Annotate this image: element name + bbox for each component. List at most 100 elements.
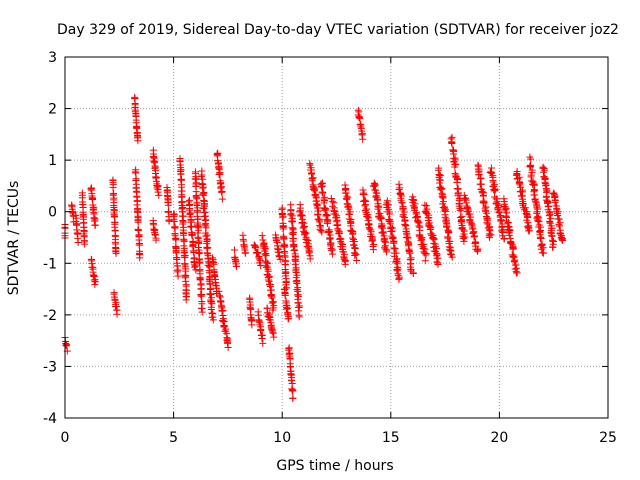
data-point — [469, 229, 477, 237]
data-point — [442, 217, 450, 225]
data-point — [394, 271, 402, 279]
data-point — [374, 202, 382, 210]
data-point — [546, 209, 554, 217]
data-point — [208, 300, 216, 308]
data-point — [270, 333, 278, 341]
data-point — [377, 213, 385, 221]
data-point — [201, 221, 209, 229]
data-point — [393, 266, 401, 274]
data-point — [173, 268, 181, 276]
data-point — [90, 277, 98, 285]
data-point — [439, 193, 447, 201]
data-point — [322, 212, 330, 220]
y-tick-label: 3 — [48, 50, 57, 66]
data-point — [347, 219, 355, 227]
data-point — [112, 249, 120, 257]
data-point — [556, 219, 564, 227]
data-point — [219, 316, 227, 324]
data-point — [285, 315, 293, 323]
data-point — [322, 205, 330, 213]
data-point — [299, 224, 307, 232]
data-point — [276, 255, 284, 263]
data-point — [512, 261, 520, 269]
data-point — [89, 265, 97, 273]
data-point — [196, 258, 204, 266]
data-point — [335, 229, 343, 237]
data-point — [81, 240, 89, 248]
data-point — [291, 260, 299, 268]
data-point — [261, 251, 269, 259]
data-point — [233, 262, 241, 270]
data-point — [359, 191, 367, 199]
data-point — [546, 211, 554, 219]
data-point — [540, 166, 548, 174]
data-point — [351, 249, 359, 257]
data-point — [334, 225, 342, 233]
data-point — [323, 219, 331, 227]
grid — [65, 57, 608, 418]
data-point — [451, 163, 459, 171]
data-point — [304, 237, 312, 245]
data-point — [380, 235, 388, 243]
data-points — [61, 93, 567, 402]
data-point — [315, 207, 323, 215]
data-point — [460, 237, 468, 245]
data-point — [341, 260, 349, 268]
data-point — [174, 272, 182, 280]
data-point — [395, 275, 403, 283]
data-point — [395, 186, 403, 194]
data-point — [289, 394, 297, 402]
data-point — [289, 387, 297, 395]
data-point — [254, 249, 262, 257]
data-point — [281, 291, 289, 299]
data-point — [74, 238, 82, 246]
data-point — [174, 266, 182, 274]
data-point — [202, 232, 210, 240]
data-point — [480, 198, 488, 206]
data-point — [471, 240, 479, 248]
data-point — [170, 217, 178, 225]
data-point — [537, 233, 545, 241]
data-point — [352, 251, 360, 259]
data-point — [451, 169, 459, 177]
data-point — [292, 267, 300, 275]
data-point — [538, 241, 546, 249]
data-point — [383, 197, 391, 205]
data-point — [318, 228, 326, 236]
data-point — [92, 278, 100, 286]
data-point — [197, 292, 205, 300]
data-point — [318, 182, 326, 190]
data-point — [448, 253, 456, 261]
data-point — [220, 322, 228, 330]
data-point — [154, 188, 162, 196]
data-point — [368, 236, 376, 244]
data-point — [312, 200, 320, 208]
data-point — [337, 239, 345, 247]
data-point — [378, 229, 386, 237]
data-point — [403, 231, 411, 239]
data-point — [366, 225, 374, 233]
data-point — [443, 222, 451, 230]
data-point — [404, 242, 412, 250]
data-point — [72, 214, 80, 222]
data-point — [200, 201, 208, 209]
data-point — [383, 248, 391, 256]
data-point — [215, 287, 223, 295]
data-point — [287, 376, 295, 384]
data-point — [362, 198, 370, 206]
data-point — [183, 292, 191, 300]
data-point — [131, 93, 139, 101]
data-point — [196, 249, 204, 257]
data-point — [195, 259, 203, 267]
data-point — [418, 235, 426, 243]
data-point — [113, 310, 121, 318]
data-point — [367, 228, 375, 236]
data-point — [231, 246, 239, 254]
data-point — [310, 184, 318, 192]
data-point — [453, 178, 461, 186]
data-point — [359, 135, 367, 143]
data-point — [181, 265, 189, 273]
data-point — [534, 217, 542, 225]
data-point — [132, 116, 140, 124]
data-point — [386, 220, 394, 228]
